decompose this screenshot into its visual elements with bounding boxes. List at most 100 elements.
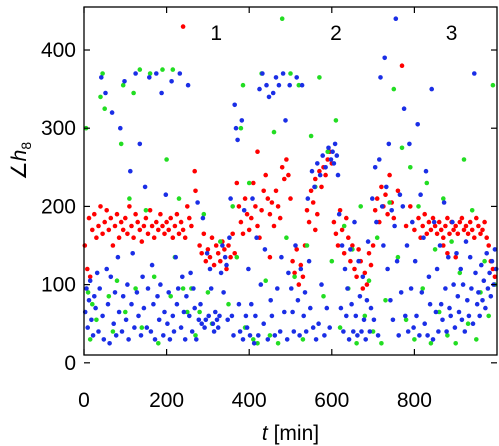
data-point xyxy=(118,219,124,225)
data-point xyxy=(264,82,269,88)
y-axis-label-sub: 8 xyxy=(18,142,34,150)
data-point xyxy=(282,309,287,315)
data-point xyxy=(445,251,450,256)
data-point xyxy=(280,71,286,76)
data-point xyxy=(339,243,345,248)
data-point xyxy=(227,235,232,240)
data-point xyxy=(90,227,95,233)
data-point xyxy=(390,317,396,323)
data-point xyxy=(356,247,361,252)
data-point xyxy=(165,321,170,327)
data-point xyxy=(253,204,258,209)
data-point xyxy=(108,274,114,280)
data-point xyxy=(142,184,148,190)
x-tick-label: 200 xyxy=(149,389,184,412)
data-point xyxy=(345,286,350,291)
data-point xyxy=(120,227,126,233)
data-point xyxy=(450,219,455,225)
data-point xyxy=(334,153,340,158)
data-point xyxy=(392,223,397,229)
data-point xyxy=(463,239,469,244)
data-point xyxy=(106,227,112,233)
y-axis-label-var: h xyxy=(8,150,31,162)
data-point xyxy=(294,75,300,80)
data-point xyxy=(454,251,459,256)
y-tick-label: 300 xyxy=(41,117,76,140)
data-point xyxy=(461,227,467,233)
data-point xyxy=(480,298,485,303)
data-point xyxy=(327,325,333,330)
data-point xyxy=(474,337,479,342)
data-point xyxy=(323,172,328,178)
data-point xyxy=(344,215,349,221)
data-point xyxy=(230,204,235,209)
data-point xyxy=(160,67,165,72)
data-point xyxy=(149,223,155,229)
data-point xyxy=(365,239,371,244)
data-point xyxy=(258,282,264,287)
data-point xyxy=(296,82,302,88)
data-point xyxy=(441,196,446,201)
data-point xyxy=(319,282,324,287)
data-point xyxy=(156,341,161,346)
data-point xyxy=(412,337,417,342)
data-point xyxy=(422,211,428,217)
data-point xyxy=(440,317,445,323)
data-point xyxy=(189,329,195,334)
data-point xyxy=(220,243,225,248)
data-point xyxy=(94,270,100,276)
data-point xyxy=(200,215,206,221)
data-point xyxy=(168,215,173,221)
data-point xyxy=(279,165,285,170)
data-point xyxy=(395,188,401,194)
data-point xyxy=(319,184,324,190)
data-point xyxy=(430,337,436,342)
data-point xyxy=(239,118,245,123)
data-point xyxy=(308,305,313,311)
series-2 xyxy=(82,16,499,346)
data-point xyxy=(125,282,130,287)
data-point xyxy=(96,223,101,229)
data-point xyxy=(197,309,202,315)
data-point xyxy=(118,125,123,131)
data-point xyxy=(443,223,448,229)
data-point xyxy=(128,168,133,174)
data-point xyxy=(437,243,443,248)
data-point xyxy=(182,235,188,240)
data-point xyxy=(218,270,224,276)
data-point xyxy=(214,317,220,323)
data-point xyxy=(125,231,130,237)
data-point xyxy=(100,71,105,76)
data-point xyxy=(490,82,496,88)
data-point xyxy=(470,321,476,327)
data-point xyxy=(357,294,363,299)
data-point xyxy=(290,309,295,315)
data-point xyxy=(182,337,188,342)
data-point xyxy=(218,258,223,264)
data-point xyxy=(102,106,107,111)
data-point xyxy=(288,71,293,76)
data-point xyxy=(262,247,268,252)
data-point xyxy=(102,219,107,225)
data-point xyxy=(355,333,360,338)
data-point xyxy=(271,223,277,229)
data-point xyxy=(399,63,405,68)
y-axis-label-angle: ∠ xyxy=(8,161,31,180)
data-point xyxy=(133,71,138,76)
data-point xyxy=(243,313,249,319)
data-point xyxy=(82,243,88,248)
data-point xyxy=(432,223,438,229)
data-point xyxy=(408,204,413,209)
data-point xyxy=(273,188,279,194)
data-point xyxy=(455,231,461,237)
data-point xyxy=(140,274,145,280)
data-point xyxy=(414,313,419,319)
data-point xyxy=(191,286,196,291)
data-point xyxy=(149,262,155,268)
data-point xyxy=(266,94,272,100)
data-point xyxy=(127,204,132,209)
data-point xyxy=(481,278,487,284)
data-point xyxy=(176,196,182,201)
data-point xyxy=(118,141,124,147)
data-point xyxy=(438,301,444,307)
